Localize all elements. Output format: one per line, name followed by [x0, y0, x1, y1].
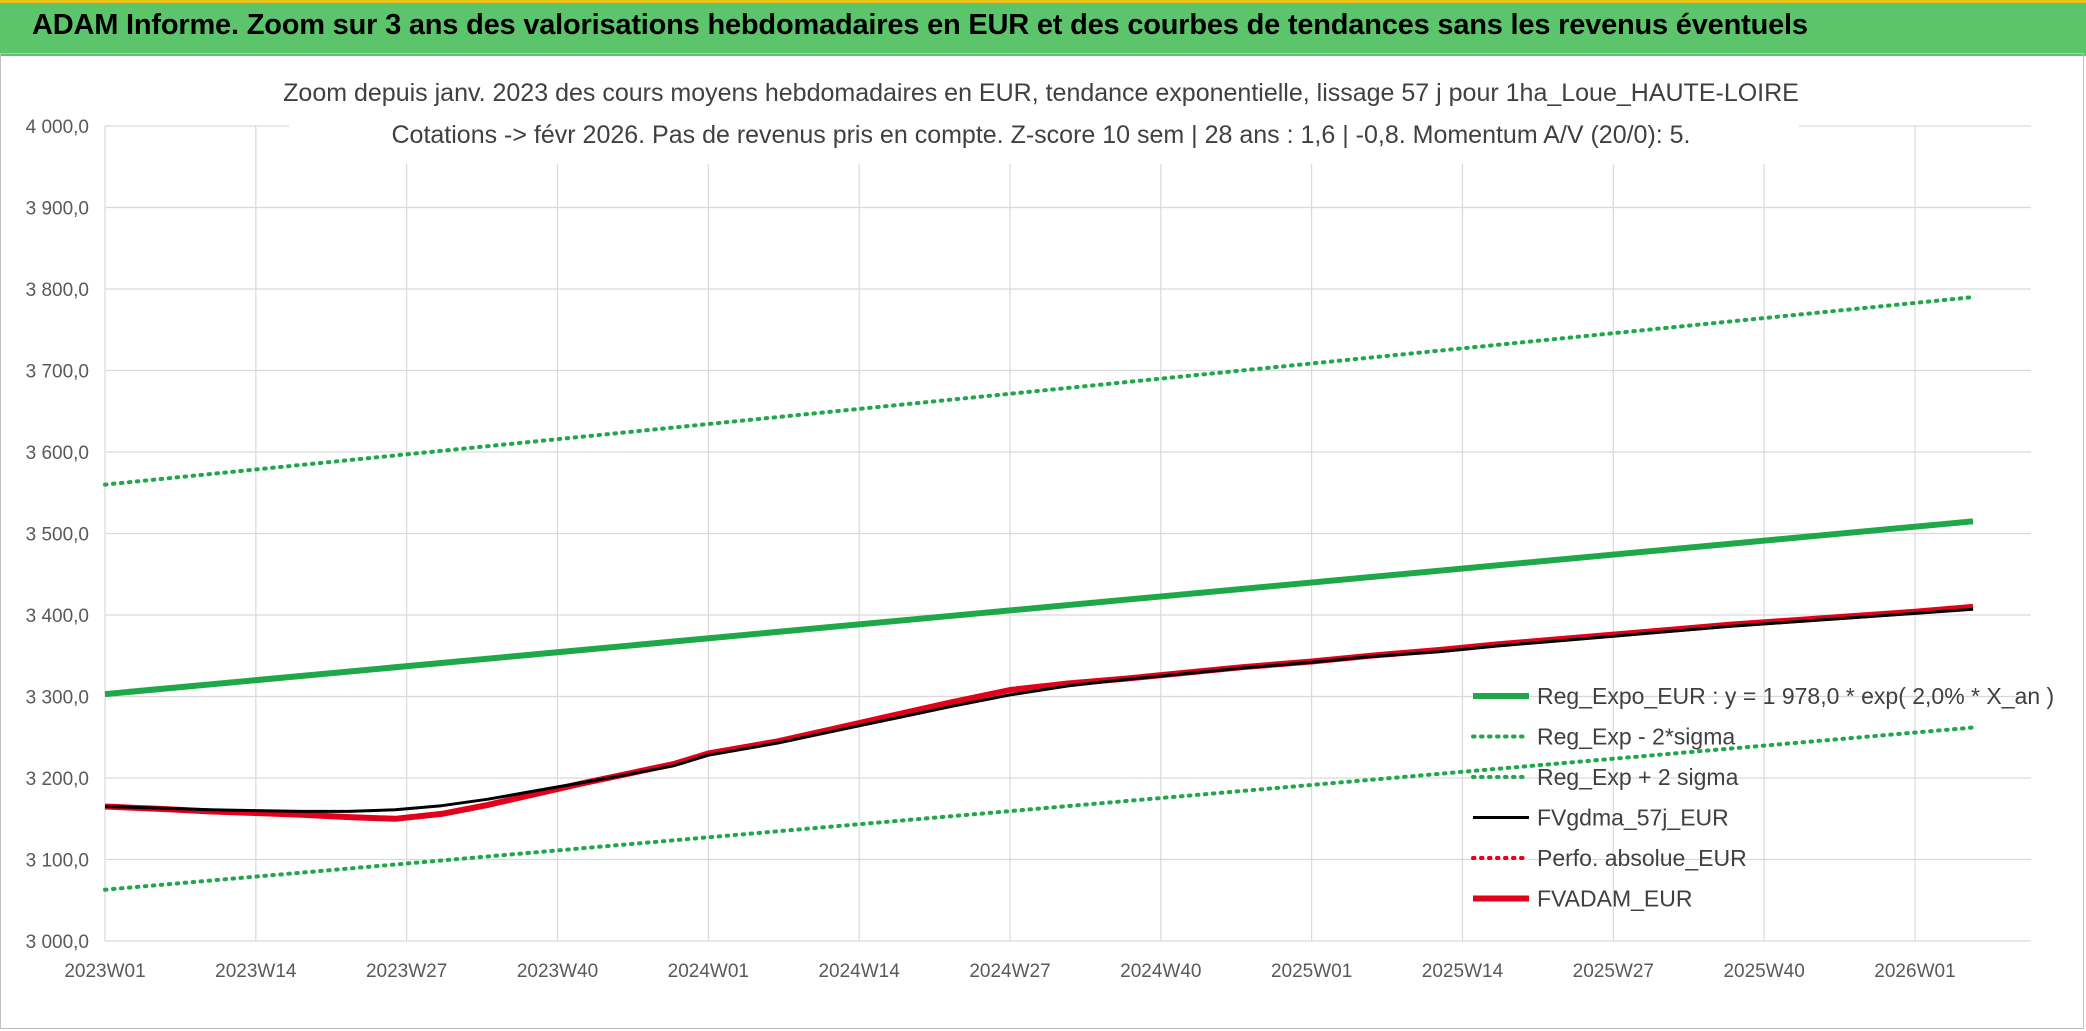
x-tick-label: 2024W14 — [818, 961, 900, 982]
legend-label: Reg_Exp + 2 sigma — [1537, 764, 1739, 790]
y-tick-label: 3 300,0 — [26, 688, 89, 709]
chart-title: Zoom depuis janv. 2023 des cours moyens … — [283, 60, 1799, 164]
legend-label: Reg_Expo_EUR : y = 1 978,0 * exp( 2,0% *… — [1537, 683, 2054, 709]
legend-label: FVgdma_57j_EUR — [1537, 805, 1729, 831]
x-tick-label: 2024W27 — [969, 961, 1050, 982]
x-tick-label: 2024W40 — [1120, 961, 1201, 982]
report-title: ADAM Informe. Zoom sur 3 ans des valoris… — [32, 9, 1808, 41]
report-banner: ADAM Informe. Zoom sur 3 ans des valoris… — [0, 0, 2086, 56]
x-tick-label: 2026W01 — [1874, 961, 1955, 982]
chart: 3 000,0 3 100,0 3 200,0 3 300,0 3 400,0 3 500… — [26, 60, 2054, 982]
y-tick-label: 3 200,0 — [26, 769, 89, 790]
series-lines — [103, 295, 1975, 892]
y-tick-label: 4 000,0 — [26, 117, 89, 138]
y-tick-label: 3 900,0 — [26, 199, 89, 220]
x-tick-label: 2023W40 — [517, 961, 598, 982]
series-line-0 — [104, 518, 1974, 698]
axes: 3 000,0 3 100,0 3 200,0 3 300,0 3 400,0 3 500… — [26, 117, 1956, 982]
y-tick-label: 3 600,0 — [26, 443, 89, 464]
x-tick-label: 2023W27 — [366, 961, 447, 982]
chart-title-line: Cotations -> févr 2026. Pas de revenus p… — [391, 121, 1690, 149]
chart-frame: 3 000,0 3 100,0 3 200,0 3 300,0 3 400,0 3 500… — [0, 53, 2084, 1029]
x-tick-label: 2024W01 — [668, 961, 749, 982]
y-tick-label: 3 800,0 — [26, 280, 89, 301]
x-tick-label: 2025W01 — [1271, 961, 1352, 982]
y-tick-label: 3 500,0 — [26, 525, 89, 546]
series-line-1 — [103, 725, 1975, 892]
y-tick-label: 3 700,0 — [26, 362, 89, 383]
legend-label: Reg_Exp - 2*sigma — [1537, 724, 1735, 750]
title-box — [289, 60, 1799, 164]
legend-label: FVADAM_EUR — [1537, 886, 1693, 912]
x-tick-label: 2025W40 — [1723, 961, 1804, 982]
chart-title-line: Zoom depuis janv. 2023 des cours moyens … — [283, 79, 1799, 107]
x-tick-label: 2025W14 — [1422, 961, 1504, 982]
legend: Reg_Expo_EUR : y = 1 978,0 * exp( 2,0% *… — [1471, 683, 2054, 912]
x-tick-label: 2023W14 — [215, 961, 297, 982]
legend-label: Perfo. absolue_EUR — [1537, 845, 1747, 871]
y-tick-label: 3 100,0 — [26, 851, 89, 872]
y-tick-label: 3 000,0 — [26, 932, 89, 953]
series-line-5 — [104, 603, 1974, 822]
y-tick-label: 3 400,0 — [26, 606, 89, 627]
x-tick-label: 2025W27 — [1573, 961, 1654, 982]
series-line-2 — [103, 295, 1975, 487]
series-line-3 — [104, 607, 1974, 813]
x-tick-label: 2023W01 — [64, 961, 145, 982]
